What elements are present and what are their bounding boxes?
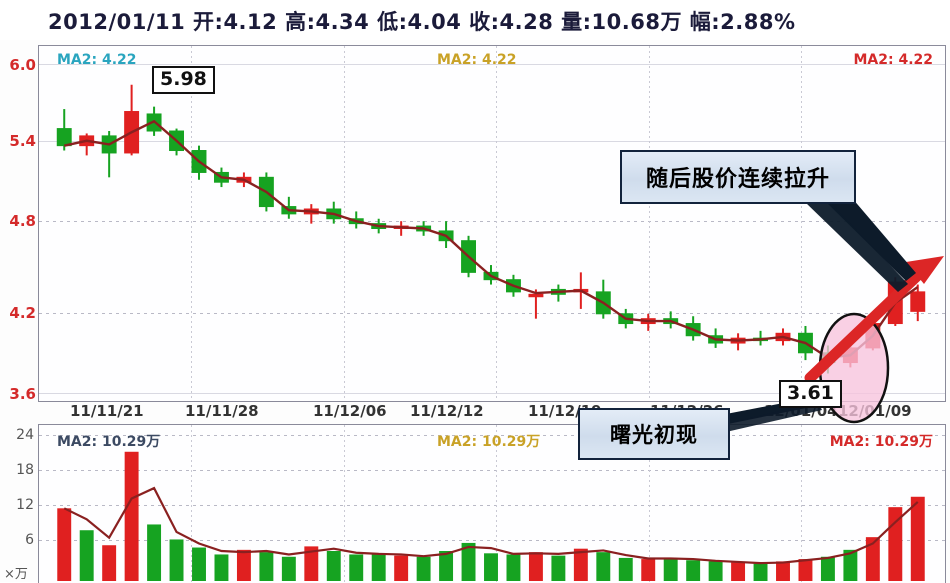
gridline-v-5 (801, 46, 802, 401)
price-candlestick-panel[interactable]: MA2: 4.22 MA2: 4.22 MA2: 4.22 (38, 45, 946, 402)
gridline-h-5.4 (39, 141, 945, 142)
vol-gridline-v-2 (344, 425, 345, 583)
vol-gridline-18 (39, 470, 945, 471)
volume-unit-label: ×万 (4, 567, 28, 582)
quote-header-bar: 2012/01/11 开:4.12 高:4.34 低:4.04 收:4.28 量… (0, 0, 950, 40)
x-tick-2: 11/12/06 (313, 402, 387, 420)
volume-panel[interactable]: MA2: 10.29万 MA2: 10.29万 MA2: 10.29万 (38, 424, 946, 583)
callout-dawn-emerges: 曙光初现 (578, 408, 730, 460)
x-tick-0: 11/11/21 (70, 402, 144, 420)
x-tick-1: 11/11/28 (185, 402, 259, 420)
x-tick-7: 12/01/09 (838, 402, 912, 420)
price-y-tick-3: 4.2 (9, 304, 36, 322)
vol-ma-label-left: MA2: 10.29万 (57, 434, 161, 450)
gridline-h-6.0 (39, 64, 945, 65)
vol-y-tick-1: 18 (16, 462, 34, 478)
price-y-tick-2: 4.8 (9, 212, 36, 230)
callout-price-rally: 随后股价连续拉升 (620, 150, 856, 204)
vol-ma-label-right: MA2: 10.29万 (829, 434, 933, 450)
price-ma-label-left: MA2: 4.22 (57, 52, 137, 68)
gridline-v-4 (649, 46, 650, 401)
vol-y-tick-3: 6 (25, 532, 34, 548)
price-ma-label-right: MA2: 4.22 (853, 52, 933, 68)
price-tag-low: 3.61 (779, 380, 842, 408)
volume-bar-series (57, 451, 925, 581)
vol-gridline-v-1 (191, 425, 192, 583)
gridline-h-4.8 (39, 221, 945, 222)
vol-gridline-v-4 (649, 425, 650, 583)
price-tag-high: 5.98 (152, 66, 215, 94)
price-y-tick-4: 3.6 (9, 385, 36, 403)
vol-gridline-12 (39, 505, 945, 506)
vol-y-tick-0: 24 (16, 427, 34, 443)
gridline-v-2 (344, 46, 345, 401)
gridline-v-3 (496, 46, 497, 401)
vol-ma-label-mid: MA2: 10.29万 (437, 434, 541, 450)
price-y-tick-0: 6.0 (9, 56, 36, 74)
gridline-h-4.2 (39, 313, 945, 314)
gridline-h-3.6 (39, 393, 945, 394)
vol-gridline-v-3 (496, 425, 497, 583)
quote-summary-text: 2012/01/11 开:4.12 高:4.34 低:4.04 收:4.28 量… (48, 10, 796, 34)
candlestick-series (56, 84, 926, 374)
price-ma-label-mid: MA2: 4.22 (437, 52, 517, 68)
gridline-v-1 (191, 46, 192, 401)
vol-y-tick-2: 12 (16, 497, 34, 513)
vol-gridline-24 (39, 435, 945, 436)
x-tick-3: 11/12/12 (410, 402, 484, 420)
price-y-tick-1: 5.4 (9, 132, 36, 150)
vol-gridline-6 (39, 540, 945, 541)
vol-gridline-v-5 (801, 425, 802, 583)
